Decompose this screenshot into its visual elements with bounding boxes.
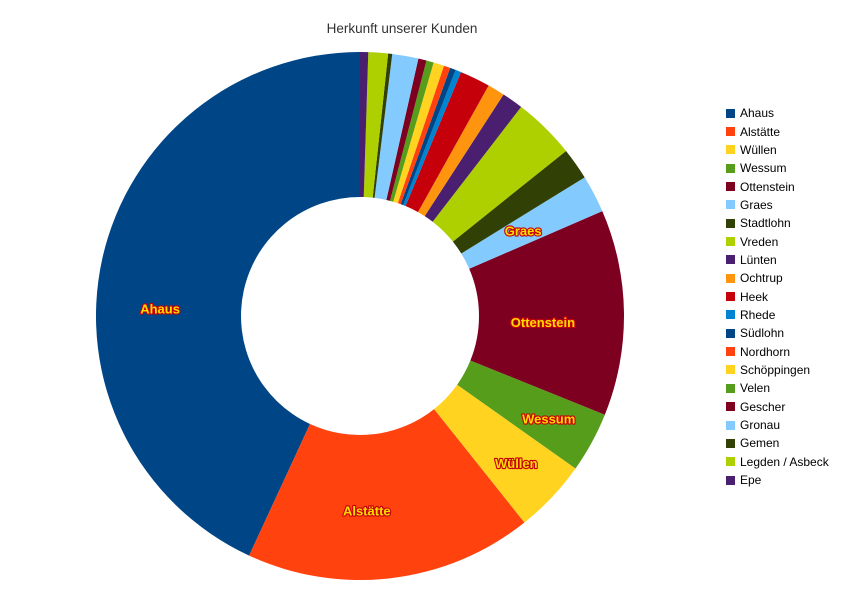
legend-label: Graes [740,197,773,212]
legend-label: Schöppingen [740,362,811,377]
pie-slice-schöppingen[interactable] [393,62,444,204]
pie-slice-gronau[interactable] [374,53,419,200]
legend-swatch [726,237,735,247]
legend-item[interactable]: Stadtlohn [726,214,829,232]
legend-swatch [726,292,735,302]
pie-slice-stadtlohn[interactable] [452,150,585,254]
legend-label: Nordhorn [740,344,791,359]
legend-swatch [726,365,735,375]
legend-item[interactable]: Rhede [726,306,829,324]
slice-label: Wessum [522,412,575,427]
legend-item[interactable]: Südlohn [726,324,829,342]
legend-label: Epe [740,473,762,488]
legend-label: Wüllen [740,142,777,157]
legend-item[interactable]: Heek [726,287,829,305]
legend-label: Rhede [740,307,776,322]
legend-item[interactable]: Vreden [726,232,829,250]
pie-slice-epe[interactable] [360,52,369,198]
legend-item[interactable]: Legden / Asbeck [726,453,829,471]
pie-slice-heek[interactable] [405,72,489,213]
pie-slice-velen[interactable] [389,60,434,202]
pie-slice-gemen[interactable] [372,53,393,198]
legend-item[interactable]: Nordhorn [726,342,829,360]
legend-label: Gemen [740,436,780,451]
pie-slice-ahaus[interactable] [95,52,360,556]
pie-slice-wüllen[interactable] [434,384,576,523]
pie-slice-vreden[interactable] [432,106,567,242]
legend-item[interactable]: Velen [726,379,829,397]
legend-label: Ochtrup [740,271,783,286]
legend-swatch [726,347,735,357]
legend-item[interactable]: Gronau [726,416,829,434]
legend-swatch [726,438,735,448]
legend-label: Ahaus [740,106,775,121]
legend-swatch [726,475,735,485]
legend-swatch [726,383,735,393]
legend-item[interactable]: Gescher [726,398,829,416]
chart-title: Herkunft unserer Kunden [326,21,478,36]
legend-item[interactable]: Gemen [726,434,829,452]
legend-swatch [726,255,735,265]
slice-label: Ottenstein [511,315,575,330]
pie-slice-lünten[interactable] [424,94,522,222]
slice-label: Wüllen [495,456,538,471]
legend-label: Velen [740,381,771,396]
legend-swatch [726,163,735,173]
legend-label: Lünten [740,252,777,267]
legend-swatch [726,420,735,430]
slice-label: Alstätte [343,503,391,518]
legend-label: Gronau [740,418,781,433]
legend-item[interactable]: Wüllen [726,141,829,159]
pie-slice-gescher[interactable] [386,58,427,201]
legend-item[interactable]: Alstätte [726,122,829,140]
pie-slice-alstätte[interactable] [249,409,525,581]
legend-label: Heek [740,289,769,304]
legend-label: Vreden [740,234,779,249]
legend-swatch [726,127,735,137]
legend-label: Südlohn [740,326,785,341]
legend-swatch [726,457,735,467]
legend-swatch [726,328,735,338]
legend-item[interactable]: Lünten [726,251,829,269]
legend-swatch [726,218,735,228]
legend-swatch [726,402,735,412]
legend-label: Gescher [740,399,786,414]
legend: Ahaus Alstätte Wüllen Wessum Ottenstein Graes… [726,104,829,489]
legend-label: Wessum [740,161,787,176]
slice-label: Graes [505,223,542,238]
pie-slice-legden-asbeck[interactable] [363,52,389,198]
pie-slice-ochtrup[interactable] [417,85,504,217]
legend-item[interactable]: Schöppingen [726,361,829,379]
legend-swatch [726,145,735,155]
legend-label: Ottenstein [740,179,795,194]
legend-swatch [726,273,735,283]
legend-label: Stadtlohn [740,216,791,231]
slice-label: Ahaus [140,302,180,317]
legend-item[interactable]: Ahaus [726,104,829,122]
legend-swatch [726,200,735,210]
legend-swatch [726,182,735,192]
pie-slice-graes[interactable] [461,177,603,269]
legend-item[interactable]: Epe [726,471,829,489]
legend-swatch [726,108,735,118]
legend-item[interactable]: Graes [726,196,829,214]
pie-slice-ottenstein[interactable] [469,211,625,415]
pie-slice-rhede[interactable] [403,69,462,207]
legend-label: Alstätte [740,124,781,139]
legend-label: Legden / Asbeck [740,454,829,469]
legend-item[interactable]: Wessum [726,159,829,177]
pie-slice-südlohn[interactable] [400,67,456,206]
legend-item[interactable]: Ottenstein [726,177,829,195]
legend-swatch [726,310,735,320]
legend-item[interactable]: Ochtrup [726,269,829,287]
pie-slice-nordhorn[interactable] [397,65,451,205]
pie-slice-wessum[interactable] [457,360,605,469]
